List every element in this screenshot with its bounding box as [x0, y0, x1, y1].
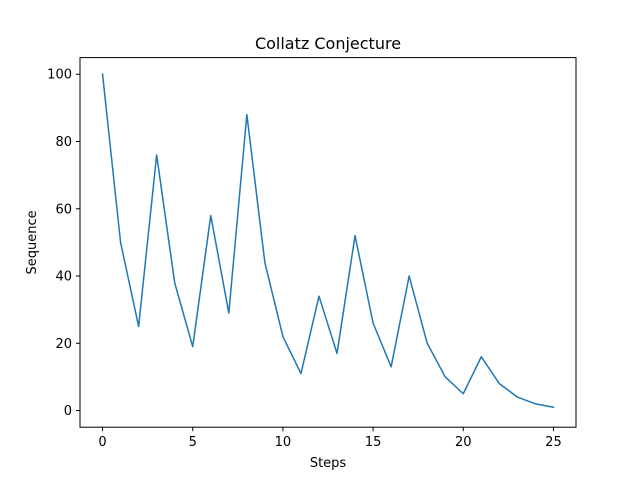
x-tick-label: 5: [189, 435, 197, 450]
axis-ticks: 0 5 10 15 20 25 0 20 40 60 80 100: [47, 68, 562, 450]
chart-title: Collatz Conjecture: [255, 34, 401, 53]
x-tick-label: 0: [98, 435, 106, 450]
y-tick-label: 60: [55, 202, 72, 217]
plot-area-frame: [79, 57, 577, 428]
x-tick-label: 10: [275, 435, 292, 450]
y-tick-label: 40: [55, 270, 72, 285]
y-tick-label: 100: [47, 68, 72, 83]
y-tick-label: 20: [55, 337, 72, 352]
y-axis-label: Sequence: [25, 210, 40, 274]
x-axis-label: Steps: [310, 456, 347, 471]
series-layer: [101, 73, 555, 409]
x-tick-label: 20: [455, 435, 472, 450]
series-line: [101, 73, 555, 409]
y-tick-label: 0: [64, 404, 72, 419]
x-tick-label: 15: [365, 435, 382, 450]
x-tick-label: 25: [545, 435, 562, 450]
y-tick-label: 80: [55, 135, 72, 150]
